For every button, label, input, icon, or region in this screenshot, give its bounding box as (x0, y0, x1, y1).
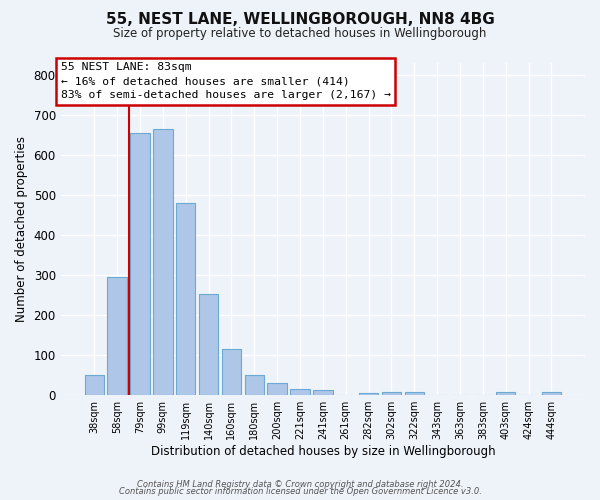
Bar (290, 388, 310, 394)
Bar (268, 383, 287, 394)
Bar (176, 204, 196, 394)
Bar (199, 294, 218, 394)
Bar (85, 376, 104, 394)
Bar (153, 128, 173, 394)
Bar (245, 374, 264, 394)
Bar (496, 392, 515, 394)
Text: Size of property relative to detached houses in Wellingborough: Size of property relative to detached ho… (113, 28, 487, 40)
Text: Contains HM Land Registry data © Crown copyright and database right 2024.: Contains HM Land Registry data © Crown c… (137, 480, 463, 489)
Text: 55 NEST LANE: 83sqm
← 16% of detached houses are smaller (414)
83% of semi-detac: 55 NEST LANE: 83sqm ← 16% of detached ho… (61, 62, 391, 100)
Bar (359, 392, 378, 394)
Y-axis label: Number of detached properties: Number of detached properties (15, 136, 28, 322)
Text: Contains public sector information licensed under the Open Government Licence v3: Contains public sector information licen… (119, 487, 481, 496)
Bar (404, 392, 424, 394)
Bar (382, 392, 401, 394)
Bar (221, 348, 241, 395)
Bar (313, 390, 332, 394)
Bar (542, 392, 561, 394)
X-axis label: Distribution of detached houses by size in Wellingborough: Distribution of detached houses by size … (151, 444, 495, 458)
Bar (107, 276, 127, 394)
Text: 55, NEST LANE, WELLINGBOROUGH, NN8 4BG: 55, NEST LANE, WELLINGBOROUGH, NN8 4BG (106, 12, 494, 28)
Bar (130, 132, 149, 394)
